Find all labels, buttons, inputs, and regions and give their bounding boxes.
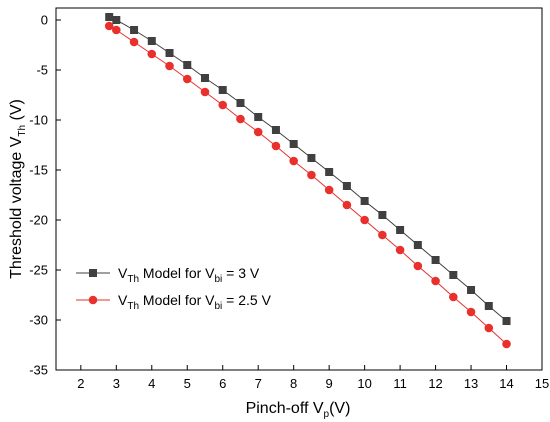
data-point (431, 256, 440, 264)
data-point (289, 156, 298, 166)
data-point (289, 140, 298, 148)
y-tick-label: 0 (41, 13, 48, 28)
data-point (254, 113, 263, 121)
data-point (112, 25, 121, 35)
data-point (502, 317, 511, 325)
data-point (307, 154, 316, 162)
x-tick-label: 4 (148, 376, 155, 391)
plot-frame (55, 7, 543, 371)
x-tick-label: 9 (326, 376, 333, 391)
x-tick-label: 14 (499, 376, 513, 391)
data-point (413, 241, 422, 249)
data-point (395, 245, 405, 255)
data-point (307, 170, 316, 180)
data-point (105, 13, 114, 21)
data-point (271, 141, 281, 151)
data-point (112, 16, 121, 24)
series-2 (104, 21, 511, 349)
data-point (396, 226, 405, 234)
x-tick-label: 8 (290, 376, 297, 391)
data-point (324, 185, 334, 195)
y-tick-label: -20 (29, 213, 48, 228)
y-tick-label: -15 (29, 163, 48, 178)
data-point (129, 37, 139, 47)
data-point (218, 86, 227, 94)
legend-entry-series-2: VTh Model for Vbi = 2.5 V (76, 292, 272, 312)
data-point (449, 292, 458, 302)
legend-entry-series-1: VTh Model for Vbi = 3 V (76, 265, 260, 285)
data-point (484, 302, 493, 310)
y-tick-label: -25 (29, 263, 48, 278)
data-point (360, 197, 369, 205)
data-point (502, 339, 511, 349)
legend-label-series-2: VTh Model for Vbi = 2.5 V (118, 292, 272, 312)
data-point (104, 21, 114, 31)
data-point (236, 99, 245, 107)
x-tick-label: 2 (77, 376, 84, 391)
data-point (360, 215, 369, 225)
legend-marker-series-1 (89, 269, 97, 277)
data-point (431, 276, 440, 286)
data-point (200, 74, 209, 82)
x-tick-label: 7 (255, 376, 262, 391)
data-point (182, 74, 192, 84)
data-point (165, 61, 174, 71)
legend-label-series-1: VTh Model for Vbi = 3 V (118, 265, 260, 285)
y-tick-label: -5 (36, 63, 48, 78)
x-tick-label: 3 (113, 376, 120, 391)
data-point (165, 49, 174, 57)
data-point (467, 286, 476, 294)
y-tick-label: -35 (29, 363, 48, 378)
legend-marker-series-2 (88, 295, 98, 305)
data-point (236, 114, 245, 124)
x-tick-label: 11 (393, 376, 407, 391)
y-tick-label: -30 (29, 313, 48, 328)
data-point (183, 61, 192, 69)
data-point (130, 26, 139, 34)
x-axis-ticks: 2 3 4 5 6 7 8 9 10 11 12 13 14 15 (77, 365, 549, 391)
x-tick-label: 6 (219, 376, 226, 391)
x-tick-label: 10 (357, 376, 371, 391)
data-point (466, 307, 476, 317)
x-tick-label: 5 (184, 376, 191, 391)
data-point (378, 230, 387, 240)
data-point (342, 200, 352, 210)
x-tick-label: 15 (535, 376, 549, 391)
data-point (253, 127, 263, 137)
data-point (413, 261, 423, 271)
data-point (342, 182, 351, 190)
data-point (271, 126, 280, 134)
data-point (325, 168, 334, 176)
y-axis-ticks: 0 -5 -10 -15 -20 -25 -30 -35 (29, 13, 61, 378)
series-layer (104, 13, 511, 349)
y-axis-title: Threshold voltage VTh (V) (8, 99, 28, 279)
y-tick-label: -10 (29, 113, 48, 128)
x-tick-label: 13 (464, 376, 478, 391)
data-point (484, 323, 494, 333)
x-axis-title: Pinch-off Vp(V) (246, 400, 351, 420)
data-point (147, 49, 157, 59)
data-point (200, 87, 210, 97)
legend: VTh Model for Vbi = 3 V VTh Model for Vb… (76, 265, 272, 312)
data-point (449, 271, 458, 279)
data-point (147, 37, 156, 45)
data-point (378, 211, 387, 219)
series-1 (105, 13, 511, 325)
x-tick-label: 12 (428, 376, 442, 391)
data-point (218, 100, 228, 110)
